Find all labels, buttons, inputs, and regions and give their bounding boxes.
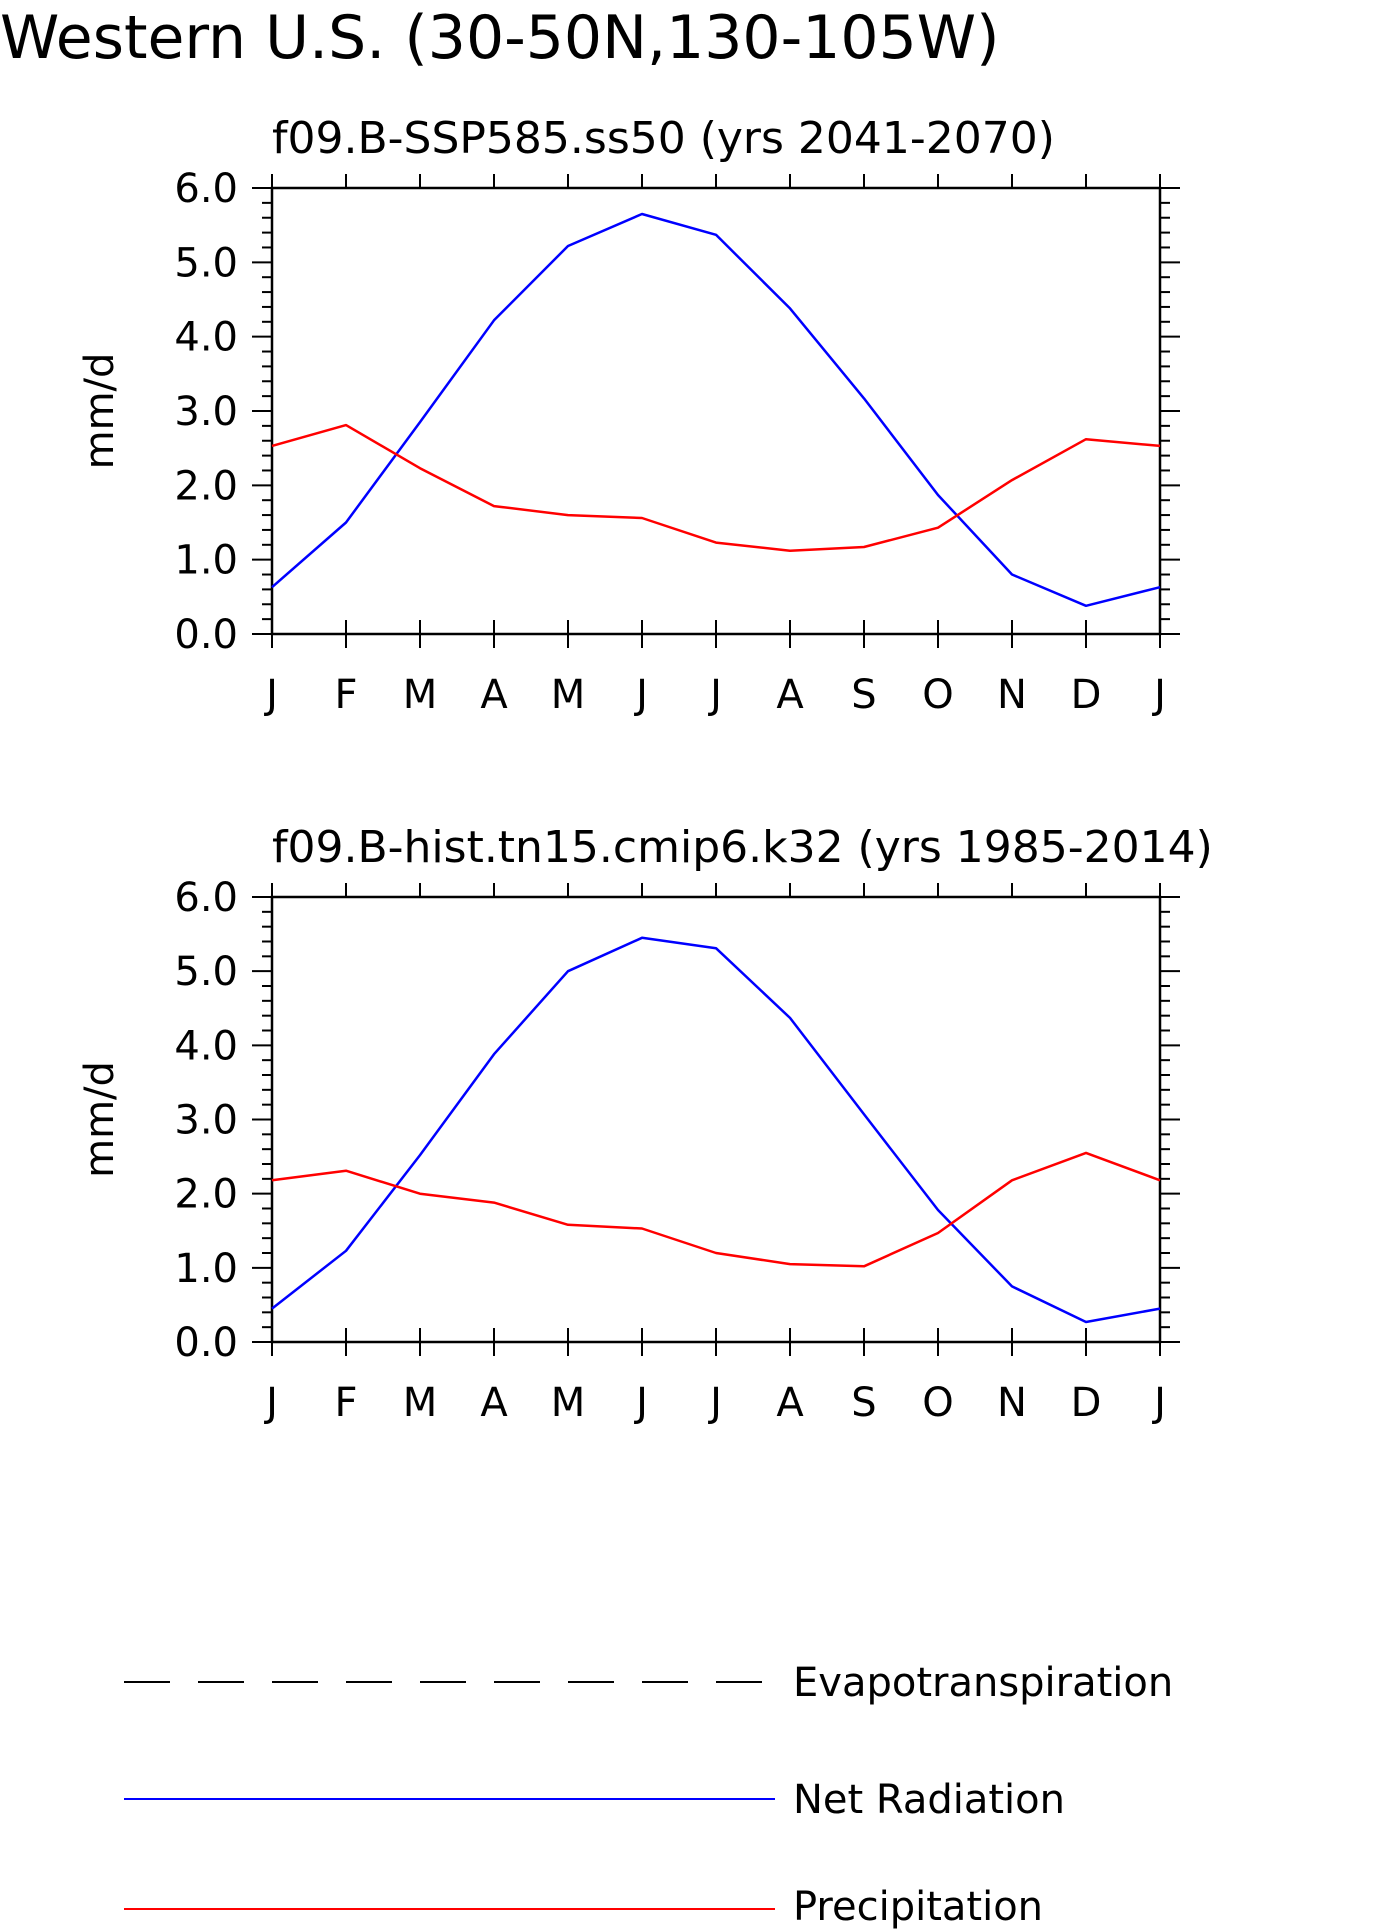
x-tick-label: F	[334, 672, 357, 718]
plot-frame	[270, 186, 1162, 636]
panel-hist: f09.B-hist.tn15.cmip6.k32 (yrs 1985-2014…	[77, 822, 1213, 1426]
legend-label-net-radiation: Net Radiation	[793, 1777, 1065, 1823]
x-tick-label: S	[851, 672, 876, 718]
x-tick-label: N	[997, 1380, 1027, 1426]
x-tick-label: M	[551, 672, 586, 718]
x-tick-label: N	[997, 672, 1027, 718]
y-tick-label: 4.0	[174, 1023, 238, 1069]
x-tick-label: J	[1151, 672, 1166, 718]
series-line-net-radiation	[271, 936, 1161, 1324]
x-tick-label: A	[480, 1380, 508, 1426]
x-tick-label: O	[922, 1380, 953, 1426]
legend-label-precipitation: Precipitation	[793, 1884, 1043, 1930]
x-tick-label: A	[480, 672, 508, 718]
x-tick-label: M	[403, 1380, 438, 1426]
x-tick-label: J	[707, 1380, 722, 1426]
y-tick-label: 4.0	[174, 315, 238, 361]
x-tick-label: J	[263, 1380, 278, 1426]
y-tick-label: 3.0	[174, 389, 238, 435]
x-tick-label: M	[403, 672, 438, 718]
series-line-precipitation	[271, 1151, 1161, 1268]
x-tick-label: J	[633, 1380, 648, 1426]
y-axis-label: mm/d	[77, 1061, 123, 1178]
series-line-net-radiation	[271, 212, 1161, 608]
y-tick-label: 1.0	[174, 1246, 238, 1292]
x-tick-label: F	[334, 1380, 357, 1426]
main-title: Western U.S. (30-50N,130-105W)	[0, 3, 1000, 73]
x-tick-label: J	[263, 672, 278, 718]
y-tick-label: 6.0	[174, 875, 238, 921]
panel-title: f09.B-hist.tn15.cmip6.k32 (yrs 1985-2014…	[272, 822, 1213, 873]
x-tick-label: A	[776, 1380, 804, 1426]
y-tick-label: 1.0	[174, 538, 238, 584]
y-tick-label: 3.0	[174, 1098, 238, 1144]
x-tick-label: S	[851, 1380, 876, 1426]
x-tick-label: D	[1071, 1380, 1102, 1426]
x-tick-label: D	[1071, 672, 1102, 718]
legend: Evapotranspiration Net Radiation Precipi…	[124, 1660, 1173, 1930]
y-tick-label: 5.0	[174, 949, 238, 995]
x-tick-label: J	[633, 672, 648, 718]
x-tick-label: J	[1151, 1380, 1166, 1426]
x-tick-label: M	[551, 1380, 586, 1426]
x-tick-label: J	[707, 672, 722, 718]
plot-frame	[270, 895, 1162, 1344]
x-tick-label: O	[922, 672, 953, 718]
y-tick-label: 6.0	[174, 166, 238, 212]
y-tick-label: 0.0	[174, 1320, 238, 1366]
y-tick-label: 0.0	[174, 612, 238, 658]
series-line-precipitation	[271, 423, 1161, 552]
y-tick-label: 2.0	[174, 463, 238, 509]
y-tick-label: 5.0	[174, 240, 238, 286]
panel-title: f09.B-SSP585.ss50 (yrs 2041-2070)	[272, 113, 1055, 164]
y-axis-label: mm/d	[77, 353, 123, 470]
x-tick-label: A	[776, 672, 804, 718]
legend-label-evapotranspiration: Evapotranspiration	[793, 1660, 1173, 1706]
y-tick-label: 2.0	[174, 1172, 238, 1218]
panel-ssp585: f09.B-SSP585.ss50 (yrs 2041-2070) 0.0 1.0 2…	[77, 113, 1180, 718]
